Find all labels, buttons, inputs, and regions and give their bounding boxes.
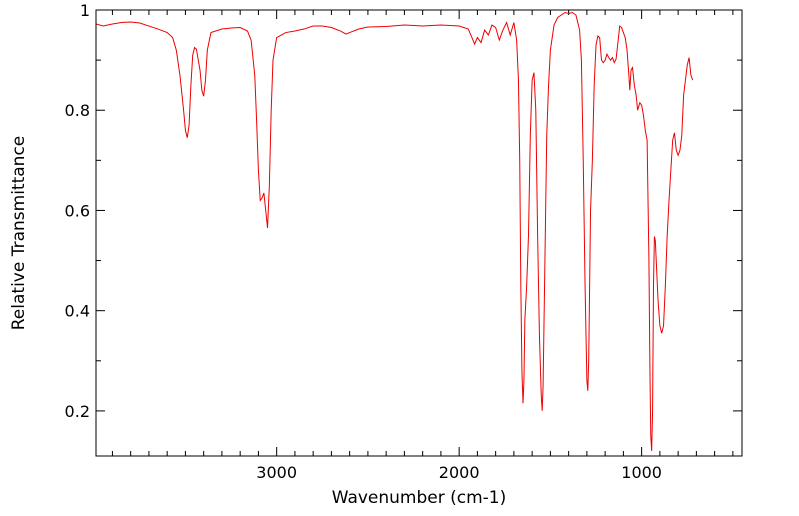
y-tick-label: 0.6 — [65, 201, 90, 220]
y-tick-label: 0.4 — [65, 302, 90, 321]
plot-area — [96, 11, 694, 452]
x-tick-label: 1000 — [621, 463, 662, 482]
y-axis-title: Relative Transmittance — [9, 136, 29, 331]
y-tick-label: 0.2 — [65, 402, 90, 421]
x-tick-label: 2000 — [439, 463, 480, 482]
x-tick-label: 3000 — [256, 463, 297, 482]
spectrum-line — [96, 11, 694, 452]
y-tick-label: 1 — [80, 1, 90, 20]
ticks-group — [96, 9, 742, 456]
x-axis-title: Wavenumber (cm-1) — [332, 488, 507, 508]
tick-labels-group: 3000 2000 1000 0.2 0.4 0.6 0.8 1 — [65, 1, 662, 482]
y-tick-label: 0.8 — [65, 101, 90, 120]
plot-frame — [95, 9, 743, 457]
plot-background — [96, 10, 742, 456]
